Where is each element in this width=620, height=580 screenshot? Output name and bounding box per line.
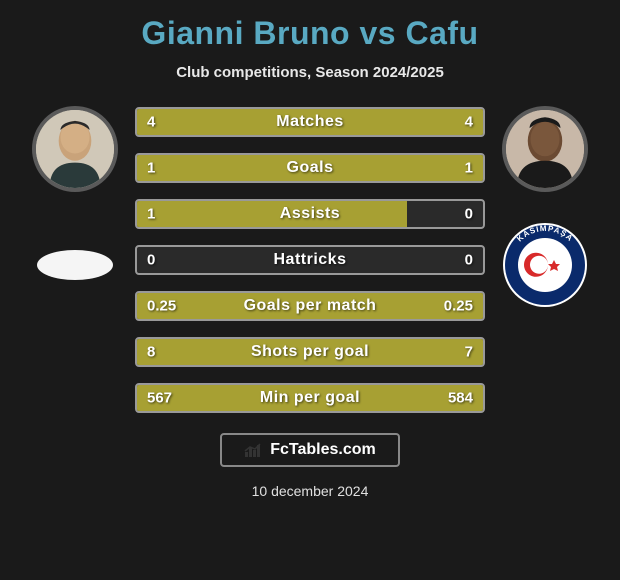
bar-fill-left	[137, 339, 320, 365]
bar-fill-right	[310, 293, 483, 319]
date-text: 10 december 2024	[252, 483, 369, 499]
stat-label: Hattricks	[137, 251, 483, 269]
bar-fill-left	[137, 201, 407, 227]
bar-fill-right	[310, 109, 483, 135]
player-right-avatar	[502, 106, 588, 192]
left-player-column	[25, 101, 125, 308]
brand-text: FcTables.com	[270, 441, 376, 459]
stat-row: 567 Min per goal 584	[135, 383, 485, 413]
page-subtitle: Club competitions, Season 2024/2025	[176, 64, 444, 81]
player-left-club-logo	[32, 222, 118, 308]
stat-value-right: 0	[465, 206, 473, 223]
stat-row: 0.25 Goals per match 0.25	[135, 291, 485, 321]
brand-box: FcTables.com	[220, 433, 400, 467]
bar-fill-right	[320, 339, 483, 365]
stat-row: 1 Goals 1	[135, 153, 485, 183]
stat-value-left: 0	[147, 252, 155, 269]
right-player-column: KASIMPAŞA	[495, 101, 595, 308]
player-right-club-logo: KASIMPAŞA	[502, 222, 588, 308]
stat-bars: 4 Matches 4 1 Goals 1 1 Assists 0	[135, 101, 485, 413]
bar-fill-right	[307, 385, 483, 411]
bar-chart-icon	[244, 442, 264, 458]
bar-fill-left	[137, 385, 307, 411]
stat-row: 4 Matches 4	[135, 107, 485, 137]
person-icon	[36, 110, 114, 188]
bar-fill-left	[137, 155, 310, 181]
main-row: 4 Matches 4 1 Goals 1 1 Assists 0	[0, 101, 620, 413]
comparison-infographic: Gianni Bruno vs Cafu Club competitions, …	[0, 0, 620, 580]
player-left-avatar	[32, 106, 118, 192]
stat-row: 0 Hattricks 0	[135, 245, 485, 275]
bar-fill-left	[137, 109, 310, 135]
stat-value-right: 0	[465, 252, 473, 269]
bar-fill-right	[310, 155, 483, 181]
page-title: Gianni Bruno vs Cafu	[141, 15, 478, 52]
stat-row: 1 Assists 0	[135, 199, 485, 229]
person-icon	[506, 110, 584, 188]
kasimpasa-logo-icon: KASIMPAŞA	[502, 222, 588, 308]
bar-fill-left	[137, 293, 310, 319]
blank-oval-icon	[37, 250, 113, 280]
stat-row: 8 Shots per goal 7	[135, 337, 485, 367]
